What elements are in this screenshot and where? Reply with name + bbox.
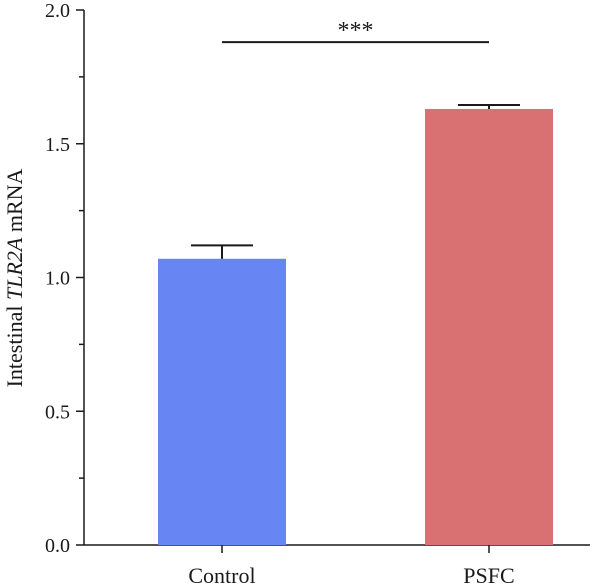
y-axis-title-suffix: mRNA [2, 168, 27, 237]
significance-label: *** [338, 18, 374, 44]
error-bar-psfc [458, 103, 520, 109]
y-axis-title: Intestinal TLR2A mRNA [2, 168, 27, 387]
y-tick-label: 1.0 [45, 268, 70, 290]
x-axis: Control PSFC [84, 544, 590, 586]
significance-annotation: *** [222, 18, 489, 44]
y-axis-title-prefix: Intestinal [2, 300, 27, 387]
error-bar-control [191, 244, 253, 259]
y-axis: 0.0 0.5 1.0 1.5 2.0 [45, 0, 85, 557]
bar-control [158, 258, 286, 545]
y-tick-label: 1.5 [45, 134, 70, 156]
y-axis-ticks: 0.0 0.5 1.0 1.5 2.0 [45, 0, 84, 557]
y-axis-title-gene: TLR2A [2, 237, 27, 300]
x-axis-ticks: Control PSFC [188, 545, 515, 586]
y-tick-label: 2.0 [45, 0, 70, 22]
error-bars [191, 103, 520, 259]
bars [158, 108, 553, 545]
x-tick-label-psfc: PSFC [463, 563, 514, 586]
y-tick-label: 0.5 [45, 401, 70, 423]
bar-psfc [425, 108, 553, 545]
y-tick-label: 0.0 [45, 535, 70, 557]
x-tick-label-control: Control [188, 563, 255, 586]
